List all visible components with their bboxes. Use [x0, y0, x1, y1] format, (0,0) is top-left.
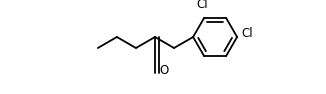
Text: Cl: Cl: [196, 0, 208, 11]
Text: O: O: [159, 64, 168, 77]
Text: Cl: Cl: [241, 27, 253, 39]
